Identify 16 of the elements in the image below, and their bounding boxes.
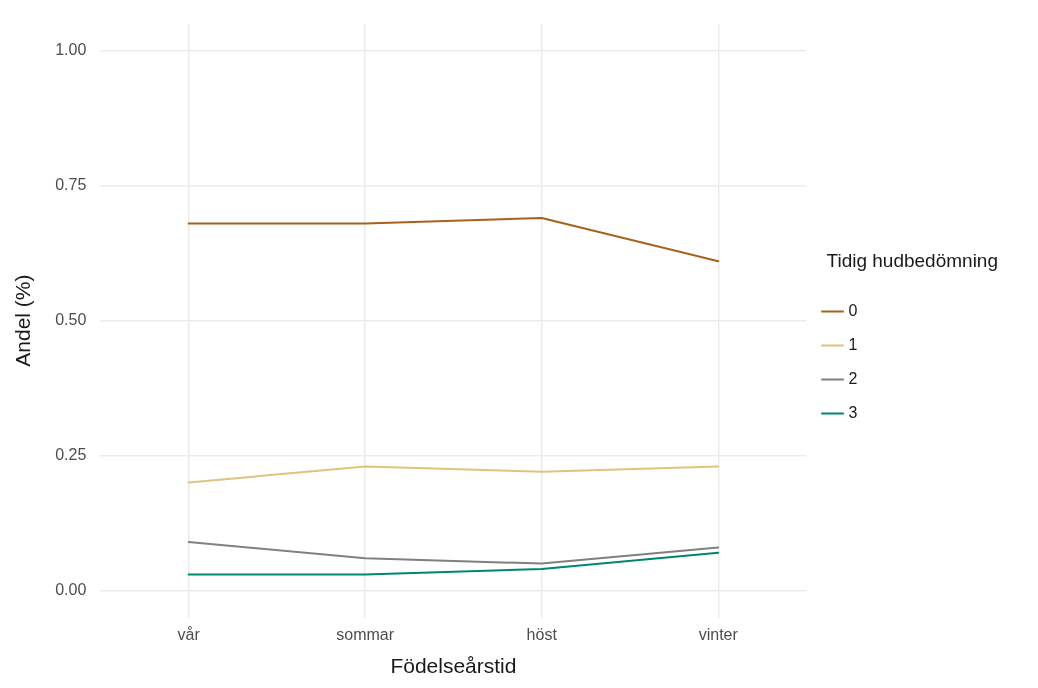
legend-label: 2 [848,369,858,387]
x-axis-title: Födelseårstid [390,654,517,678]
legend-label: 1 [848,335,858,353]
legend-label: 3 [848,403,858,421]
legend-label: 0 [848,301,858,319]
y-tick-label: 0.00 [55,581,87,599]
legend-title: Tidig hudbedömning [826,250,999,272]
y-tick-label: 0.75 [55,176,87,194]
y-tick-label: 1.00 [55,41,87,59]
x-tick-label: vinter [698,625,739,643]
y-tick-label: 0.50 [55,311,87,329]
y-tick-label: 0.25 [55,446,87,464]
x-tick-label: höst [526,625,558,643]
y-axis-title: Andel (%) [11,274,35,367]
x-tick-label: vår [177,625,201,643]
x-tick-label: sommar [336,625,395,643]
